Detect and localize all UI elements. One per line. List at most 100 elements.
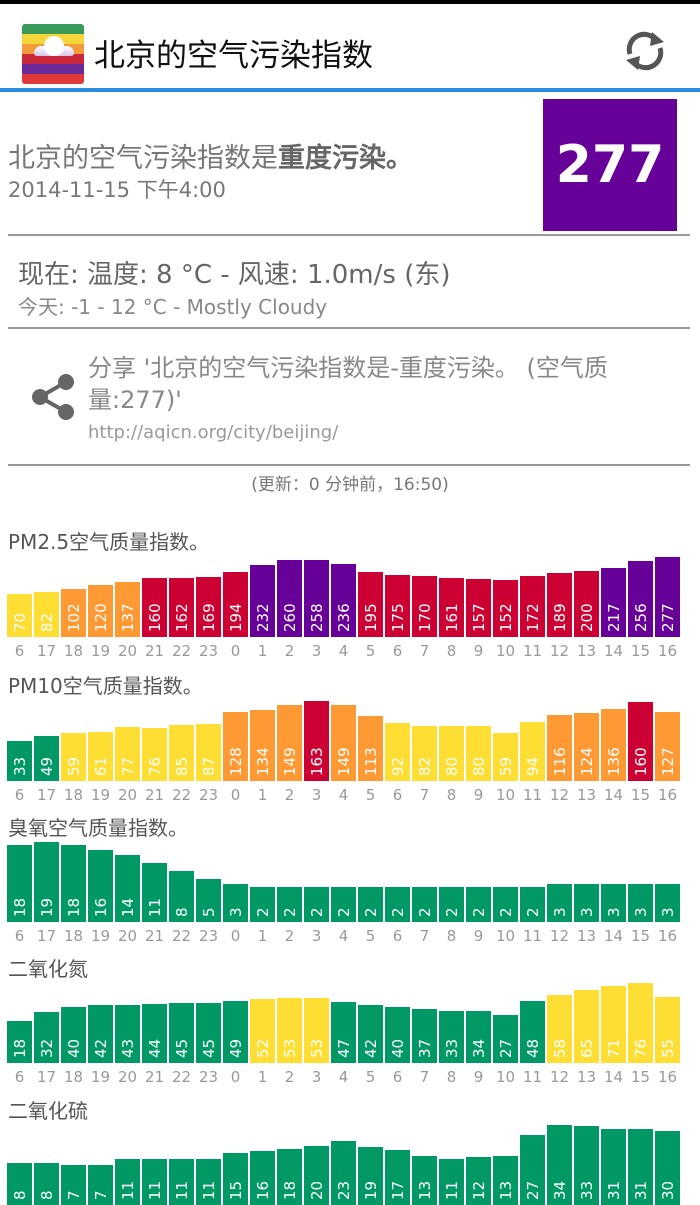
hour-tick-label: 5 [365, 642, 376, 660]
bar-value-label: 18 [11, 1038, 29, 1058]
bar: 42 [88, 1005, 113, 1063]
hour-tick-label: 14 [603, 786, 624, 804]
bar: 82 [34, 592, 59, 637]
bar: 200 [574, 570, 599, 637]
bar: 116 [547, 715, 572, 781]
bar: 102 [61, 588, 86, 637]
bar-value-label: 277 [659, 603, 677, 632]
bar-value-label: 65 [578, 1038, 596, 1058]
bar-value-label: 162 [173, 603, 191, 632]
hour-tick-label: 18 [63, 1068, 84, 1086]
bar-value-label: 23 [335, 1180, 353, 1200]
hour-tick-label: 20 [117, 927, 138, 945]
hour-tick-label: 19 [90, 927, 111, 945]
hour-tick-label: 13 [576, 786, 597, 804]
bar-value-label: 7 [92, 1190, 110, 1200]
bar-value-label: 16 [254, 1180, 272, 1200]
bar-value-label: 77 [119, 756, 137, 776]
bar: 2 [412, 886, 437, 922]
hour-tick-label: 1 [257, 927, 268, 945]
hour-tick-label: 18 [63, 927, 84, 945]
hour-tick-label: 3 [311, 927, 322, 945]
bar-value-label: 71 [605, 1038, 623, 1058]
bar-value-label: 236 [335, 603, 353, 632]
bar-value-label: 170 [416, 603, 434, 632]
updated-time: (更新：0 分钟前，16:50) [251, 475, 449, 495]
bar: 18 [7, 1021, 32, 1063]
bar: 120 [88, 585, 113, 637]
bar: 3 [547, 884, 572, 922]
bar: 92 [385, 722, 410, 781]
bar: 170 [412, 576, 437, 637]
refresh-icon[interactable] [622, 28, 668, 74]
bar-value-label: 8 [11, 1190, 29, 1200]
bar-value-label: 256 [632, 603, 650, 632]
bar: 14 [115, 855, 140, 922]
bar: 33 [439, 1011, 464, 1063]
hour-tick-label: 22 [171, 1068, 192, 1086]
bar: 256 [628, 560, 653, 637]
bar: 260 [277, 560, 302, 637]
hour-tick-label: 22 [171, 786, 192, 804]
hour-tick-label: 3 [311, 642, 322, 660]
bar-value-label: 16 [92, 897, 110, 917]
hour-tick-label: 7 [419, 927, 430, 945]
bar: 2 [385, 886, 410, 922]
summary-prefix: 北京的空气污染指数是 [8, 143, 278, 174]
bar: 37 [412, 1008, 437, 1063]
bar-value-label: 2 [281, 907, 299, 917]
bar-value-label: 3 [227, 907, 245, 917]
bar-value-label: 3 [551, 907, 569, 917]
bar: 16 [250, 1151, 275, 1205]
bar-value-label: 195 [362, 603, 380, 632]
bar-value-label: 13 [416, 1180, 434, 1200]
hour-tick-label: 6 [392, 786, 403, 804]
hour-tick-label: 6 [14, 927, 25, 945]
hour-tick-label: 13 [576, 927, 597, 945]
bar: 172 [520, 575, 545, 637]
hour-tick-label: 1 [257, 786, 268, 804]
bar-value-label: 137 [119, 603, 137, 632]
bar: 137 [115, 582, 140, 637]
bar: 59 [493, 732, 518, 781]
bar-value-label: 53 [308, 1038, 326, 1058]
bar-chart: 18 32 40 42 43 44 45 45 49 52 53 53 47 42 40 37 33 34 27 48… [7, 973, 683, 1063]
hour-tick-label: 12 [549, 642, 570, 660]
bar-value-label: 160 [632, 747, 650, 776]
bar-value-label: 82 [38, 612, 56, 632]
bar: 53 [277, 998, 302, 1063]
bar: 136 [601, 709, 626, 781]
bar: 163 [304, 701, 329, 781]
bar: 2 [277, 886, 302, 922]
bar-value-label: 134 [254, 747, 272, 776]
bar: 2 [250, 886, 275, 922]
hour-tick-label: 15 [630, 642, 651, 660]
bar-value-label: 169 [200, 603, 218, 632]
bar: 77 [115, 727, 140, 781]
bar-value-label: 11 [146, 1180, 164, 1200]
bar-value-label: 113 [362, 747, 380, 776]
bar-value-label: 53 [281, 1038, 299, 1058]
bar: 40 [61, 1006, 86, 1063]
bar: 49 [223, 1000, 248, 1063]
share-icon[interactable] [28, 372, 78, 422]
bar: 59 [61, 732, 86, 781]
hour-tick-label: 17 [36, 642, 57, 660]
bar-value-label: 102 [65, 603, 83, 632]
bar-value-label: 157 [470, 603, 488, 632]
bar: 80 [466, 726, 491, 781]
hour-tick-label: 0 [230, 786, 241, 804]
status-bar [0, 0, 700, 4]
bar-value-label: 116 [551, 747, 569, 776]
hour-tick-label: 10 [495, 642, 516, 660]
bar: 128 [223, 711, 248, 781]
bar-value-label: 80 [443, 756, 461, 776]
bar-value-label: 80 [470, 756, 488, 776]
hour-tick-label: 3 [311, 1068, 322, 1086]
share-url[interactable]: http://aqicn.org/city/beijing/ [88, 422, 339, 443]
share-link[interactable]: 分享 '北京的空气污染指数是-重度污染。 (空气质量:277)' [88, 354, 608, 414]
bar: 149 [331, 705, 356, 781]
bar: 3 [655, 884, 680, 922]
hour-tick-label: 22 [171, 927, 192, 945]
bar-value-label: 3 [659, 907, 677, 917]
